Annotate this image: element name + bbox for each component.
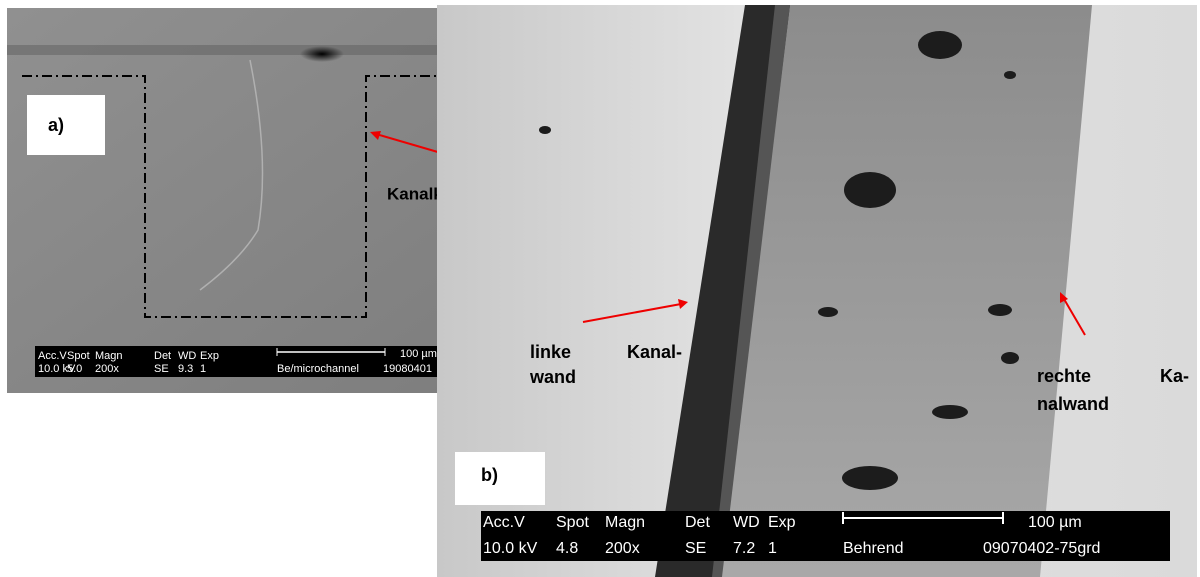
particle	[918, 31, 962, 59]
panel-label: b)	[481, 465, 498, 485]
info-header: Det	[154, 350, 171, 362]
scale-label: 100 µm	[1028, 514, 1082, 531]
annotation: nalwand	[1037, 394, 1109, 414]
image-id: 09070402-75grd	[983, 540, 1100, 557]
operator: Be/microchannel	[277, 363, 359, 375]
info-header: Spot	[67, 350, 90, 362]
label-box	[27, 95, 105, 155]
panel-b: b) linke Kanal- wand rechte Ka- nalwand …	[437, 5, 1197, 577]
info-header: Det	[685, 514, 710, 531]
dark-spot	[300, 46, 344, 62]
info-value: 9.3	[178, 363, 193, 375]
info-value: 1	[200, 363, 206, 375]
annotation: wand	[529, 367, 576, 387]
info-value: 1	[768, 540, 777, 557]
particle	[539, 126, 551, 134]
annotation: rechte	[1037, 366, 1091, 386]
info-value: 200x	[95, 363, 119, 375]
info-header: Acc.V	[483, 514, 525, 531]
particle	[842, 466, 898, 490]
info-value: 10.0 kV	[483, 540, 538, 557]
info-header: Exp	[768, 514, 796, 531]
info-value: 4.8	[556, 540, 578, 557]
info-value: 200x	[605, 540, 640, 557]
annotation: linke	[530, 342, 571, 362]
image-id: 19080401	[383, 363, 432, 375]
particle	[1004, 71, 1016, 79]
scale-label: 100 µm	[400, 348, 437, 360]
info-header: WD	[178, 350, 196, 362]
info-value: SE	[154, 363, 169, 375]
info-value: SE	[685, 540, 706, 557]
label-box	[455, 452, 545, 505]
annotation: Kanal-	[627, 342, 682, 362]
particle	[1001, 352, 1019, 364]
info-header: Magn	[605, 514, 645, 531]
particle	[844, 172, 896, 208]
info-value: 7.2	[733, 540, 755, 557]
info-header: Magn	[95, 350, 123, 362]
panel-label: a)	[48, 115, 64, 135]
figure: a) Kanalkontur Acc.VSpotMagnDetWDExp10.0…	[0, 0, 1200, 577]
particle	[818, 307, 838, 317]
particle	[932, 405, 968, 419]
operator: Behrend	[843, 540, 904, 557]
particle	[988, 304, 1012, 316]
info-value: 5.0	[67, 363, 82, 375]
annotation: Ka-	[1160, 366, 1189, 386]
info-header: Exp	[200, 350, 219, 362]
info-header: WD	[733, 514, 760, 531]
info-header: Acc.V	[38, 350, 67, 362]
info-header: Spot	[556, 514, 589, 531]
